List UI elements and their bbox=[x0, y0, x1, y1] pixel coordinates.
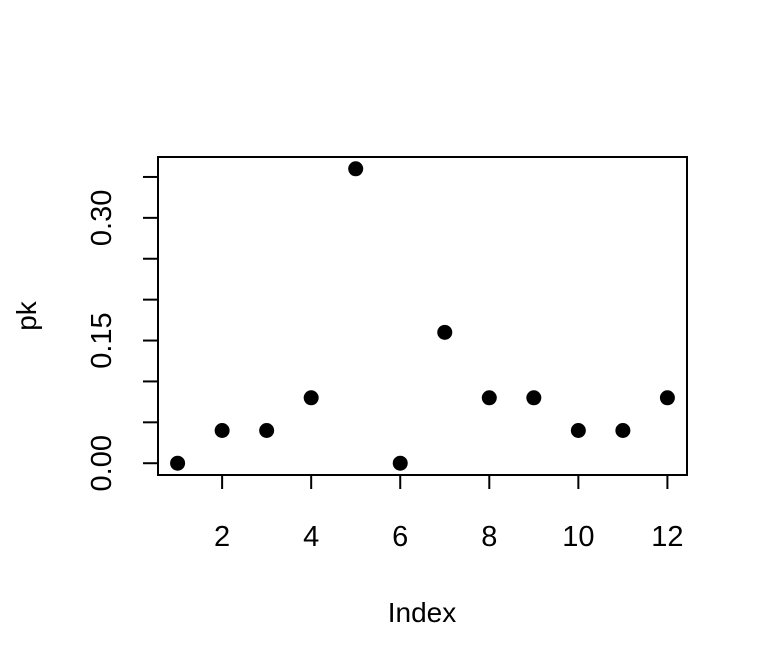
data-point bbox=[392, 455, 408, 471]
data-points bbox=[170, 161, 675, 471]
y-tick-label: 0.00 bbox=[86, 435, 118, 491]
data-point bbox=[303, 390, 319, 406]
y-tick-label: 0.15 bbox=[86, 312, 118, 368]
y-axis: 0.00 0.15 0.30 bbox=[86, 175, 159, 491]
y-axis-label: pk bbox=[11, 300, 42, 331]
x-tick-label: 6 bbox=[392, 521, 408, 553]
data-point bbox=[570, 423, 586, 439]
data-point bbox=[659, 390, 675, 406]
x-tick-label: 2 bbox=[214, 521, 230, 553]
x-axis-label: Index bbox=[388, 597, 457, 628]
data-point bbox=[214, 423, 230, 439]
plot-frame bbox=[157, 156, 688, 476]
x-axis: 2 4 6 8 10 12 bbox=[214, 474, 684, 553]
data-point bbox=[348, 161, 364, 177]
data-point bbox=[615, 423, 631, 439]
data-point bbox=[526, 390, 542, 406]
x-tick-label: 10 bbox=[562, 521, 594, 553]
x-tick-label: 4 bbox=[303, 521, 319, 553]
data-point bbox=[259, 423, 275, 439]
data-point bbox=[437, 324, 453, 340]
data-point bbox=[481, 390, 497, 406]
data-point bbox=[170, 455, 186, 471]
x-tick-label: 12 bbox=[651, 521, 683, 553]
y-tick-label: 0.30 bbox=[86, 190, 118, 246]
x-tick-label: 8 bbox=[481, 521, 497, 553]
